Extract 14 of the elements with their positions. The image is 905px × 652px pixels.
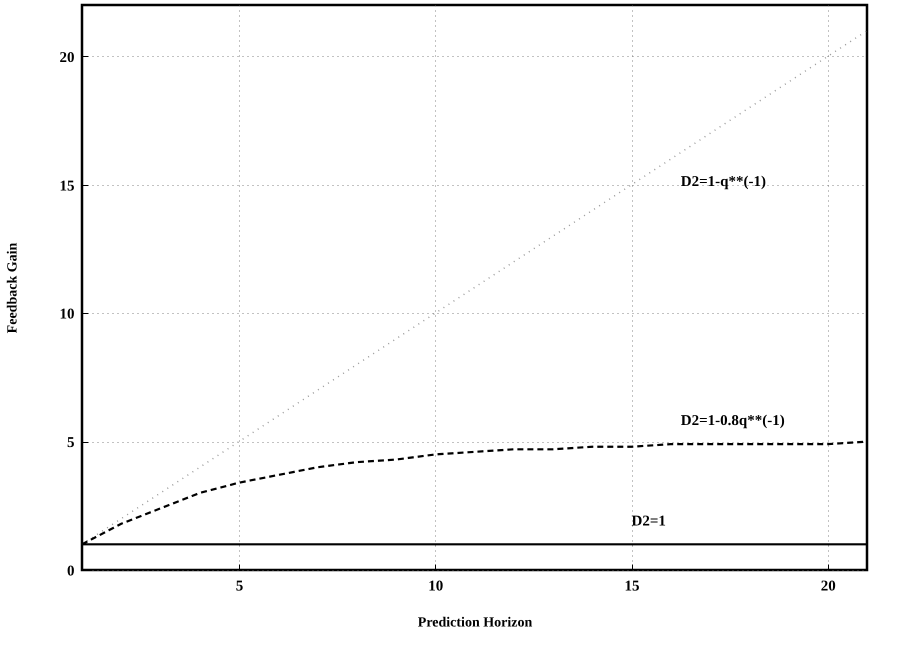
x-tick-label: 10 bbox=[428, 578, 444, 594]
x-tick-label: 5 bbox=[236, 578, 244, 594]
series-label: D2=1-q**(-1) bbox=[680, 174, 766, 190]
y-tick-label: 20 bbox=[60, 50, 74, 66]
x-axis-title: Prediction Horizon bbox=[418, 616, 532, 630]
x-tick-label: 20 bbox=[820, 578, 836, 594]
series-label: D2=1-0.8q**(-1) bbox=[680, 413, 785, 430]
y-tick-label: 10 bbox=[60, 306, 74, 323]
x-tick-label: 15 bbox=[624, 578, 640, 594]
series-label: D2=1 bbox=[632, 513, 666, 530]
y-tick-label: 0 bbox=[67, 564, 74, 580]
y-tick-label: 5 bbox=[67, 435, 74, 452]
y-tick-label: 15 bbox=[60, 178, 74, 194]
y-axis-title: Feedback Gain bbox=[6, 242, 20, 334]
